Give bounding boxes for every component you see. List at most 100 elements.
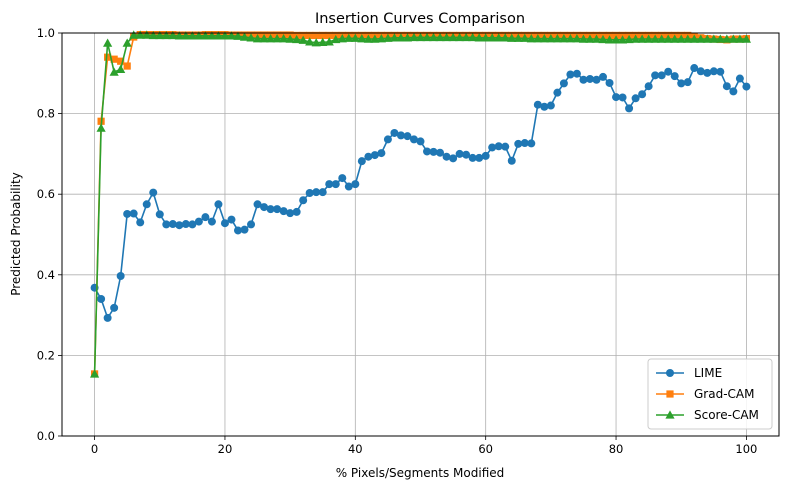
data-point-score-cam bbox=[220, 31, 230, 40]
data-point-score-cam bbox=[559, 34, 569, 43]
data-point-lime bbox=[488, 143, 497, 152]
data-point-lime bbox=[696, 67, 705, 76]
axis-ticks: 0 20 40 60 80 100 0.0 0.2 0.4 0.6 0.8 1.0 bbox=[37, 26, 758, 456]
data-point-score-cam bbox=[715, 34, 725, 43]
data-point-score-cam bbox=[481, 33, 491, 42]
data-point-lime bbox=[260, 203, 269, 212]
data-point-lime bbox=[514, 139, 523, 148]
legend-box bbox=[647, 358, 773, 430]
data-point-lime bbox=[305, 188, 314, 197]
data-point-lime bbox=[612, 93, 621, 102]
data-point-score-cam bbox=[350, 33, 360, 42]
data-point-score-cam bbox=[494, 33, 504, 42]
data-point-score-cam bbox=[435, 32, 445, 42]
data-point-lime bbox=[520, 139, 529, 148]
data-point-lime bbox=[716, 67, 725, 76]
data-point-score-cam bbox=[194, 31, 204, 40]
data-point-score-cam bbox=[265, 34, 276, 43]
data-point-lime bbox=[527, 139, 536, 148]
data-point-score-cam bbox=[676, 34, 686, 43]
y-tick-label: 0.4 bbox=[37, 268, 55, 282]
data-point-score-cam bbox=[578, 34, 589, 43]
legend-marker-lime bbox=[666, 369, 674, 377]
data-point-score-cam bbox=[533, 34, 543, 43]
data-point-lime bbox=[396, 131, 405, 140]
x-tick-label: 60 bbox=[478, 442, 493, 456]
series-layer bbox=[89, 30, 752, 378]
legend-label-score-cam: Score-CAM bbox=[694, 408, 759, 422]
data-point-score-cam bbox=[617, 35, 628, 44]
data-point-score-cam bbox=[109, 67, 119, 76]
data-point-lime bbox=[344, 182, 353, 191]
data-point-lime bbox=[501, 142, 510, 151]
data-point-score-cam bbox=[174, 31, 184, 40]
data-point-lime bbox=[142, 200, 151, 209]
data-point-score-cam bbox=[331, 34, 341, 44]
data-point-lime bbox=[677, 79, 686, 88]
data-point-lime bbox=[585, 74, 594, 83]
data-point-lime bbox=[292, 207, 301, 216]
data-point-lime bbox=[651, 71, 660, 80]
data-point-score-cam bbox=[402, 33, 413, 42]
data-point-score-cam bbox=[637, 34, 647, 43]
data-point-score-cam bbox=[272, 34, 282, 43]
data-point-score-cam bbox=[670, 34, 680, 43]
data-point-score-cam bbox=[344, 33, 354, 42]
data-point-score-cam bbox=[376, 34, 386, 43]
data-point-score-cam bbox=[539, 34, 549, 43]
data-point-score-cam bbox=[546, 34, 556, 43]
data-point-score-cam bbox=[735, 34, 745, 43]
data-point-lime bbox=[351, 180, 360, 189]
data-point-score-cam bbox=[461, 32, 471, 42]
data-point-score-cam bbox=[383, 33, 393, 42]
data-point-lime bbox=[194, 217, 203, 226]
series-score-cam bbox=[89, 30, 752, 378]
data-point-lime bbox=[253, 200, 262, 209]
data-point-lime bbox=[436, 148, 445, 157]
y-tick-label: 0.6 bbox=[37, 187, 55, 201]
data-point-score-cam bbox=[279, 34, 289, 43]
chart-title: Insertion Curves Comparison bbox=[315, 11, 525, 27]
data-point-lime bbox=[553, 88, 562, 97]
data-point-score-cam bbox=[722, 34, 732, 43]
data-point-score-cam bbox=[474, 33, 484, 42]
data-point-lime bbox=[566, 70, 575, 79]
data-point-lime bbox=[227, 215, 236, 224]
data-point-lime bbox=[494, 142, 503, 151]
x-tick-label: 40 bbox=[348, 442, 363, 456]
data-point-score-cam bbox=[285, 34, 295, 43]
data-point-lime bbox=[429, 147, 438, 156]
legend-label-lime: LIME bbox=[694, 366, 722, 380]
data-point-lime bbox=[149, 188, 158, 197]
data-point-score-cam bbox=[663, 34, 673, 43]
data-point-lime bbox=[631, 94, 640, 103]
data-point-score-cam bbox=[129, 30, 139, 39]
data-point-score-cam bbox=[246, 33, 256, 42]
data-point-lime bbox=[129, 209, 138, 218]
data-point-score-cam bbox=[135, 30, 145, 39]
x-axis-label: % Pixels/Segments Modified bbox=[336, 466, 505, 480]
data-point-lime bbox=[136, 218, 145, 227]
data-point-lime bbox=[97, 294, 106, 303]
data-point-lime bbox=[683, 78, 692, 87]
legend-label-grad-cam: Grad-CAM bbox=[694, 387, 754, 401]
data-point-lime bbox=[670, 72, 679, 81]
data-point-lime bbox=[475, 153, 484, 162]
plot-frame bbox=[61, 32, 780, 437]
data-point-lime bbox=[103, 313, 112, 322]
data-point-lime bbox=[455, 149, 464, 158]
data-point-lime bbox=[618, 93, 627, 102]
data-point-score-cam bbox=[239, 32, 250, 41]
data-point-score-cam bbox=[448, 32, 458, 42]
data-point-lime bbox=[175, 221, 184, 230]
data-point-lime bbox=[123, 209, 132, 218]
data-point-score-cam bbox=[689, 34, 699, 43]
data-point-lime bbox=[442, 152, 451, 161]
data-point-lime bbox=[207, 217, 216, 226]
data-point-lime bbox=[233, 226, 242, 235]
data-point-score-cam bbox=[252, 34, 263, 43]
data-point-score-cam bbox=[311, 38, 321, 47]
data-point-lime bbox=[605, 78, 614, 87]
data-point-grad-cam bbox=[299, 31, 307, 40]
data-point-score-cam bbox=[624, 34, 634, 44]
